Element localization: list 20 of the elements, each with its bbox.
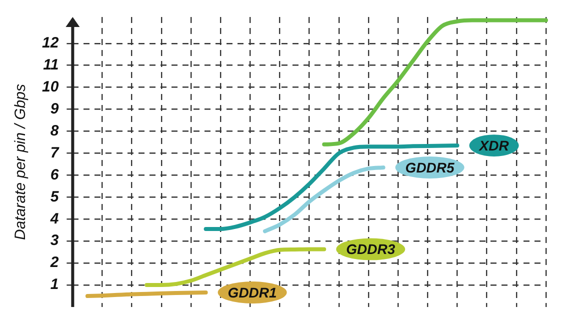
series-label: XDR bbox=[478, 137, 510, 154]
line-series bbox=[262, 165, 386, 234]
y-tick-label: 5 bbox=[50, 188, 60, 206]
y-tick-label: 11 bbox=[43, 56, 59, 74]
y-tick-label: 2 bbox=[49, 254, 60, 272]
series-label: GDDR5 bbox=[405, 159, 455, 176]
y-tick-label: 1 bbox=[50, 276, 59, 294]
y-tick-label: 4 bbox=[49, 210, 60, 228]
y-axis-title: Datarate per pin / Gbps bbox=[12, 84, 30, 240]
series-label: GDDR1 bbox=[228, 284, 278, 300]
y-tick-label: 6 bbox=[50, 166, 60, 184]
y-tick-label: 10 bbox=[42, 78, 60, 96]
series-label: GDDR3 bbox=[346, 241, 396, 258]
y-tick-label: 8 bbox=[50, 122, 60, 140]
y-tick-label: 7 bbox=[50, 144, 60, 162]
line-series bbox=[144, 247, 326, 288]
y-tick-label: 12 bbox=[42, 34, 60, 52]
y-tick-label: 3 bbox=[50, 232, 60, 250]
line-series bbox=[204, 144, 460, 232]
y-tick-label: 9 bbox=[50, 100, 60, 118]
